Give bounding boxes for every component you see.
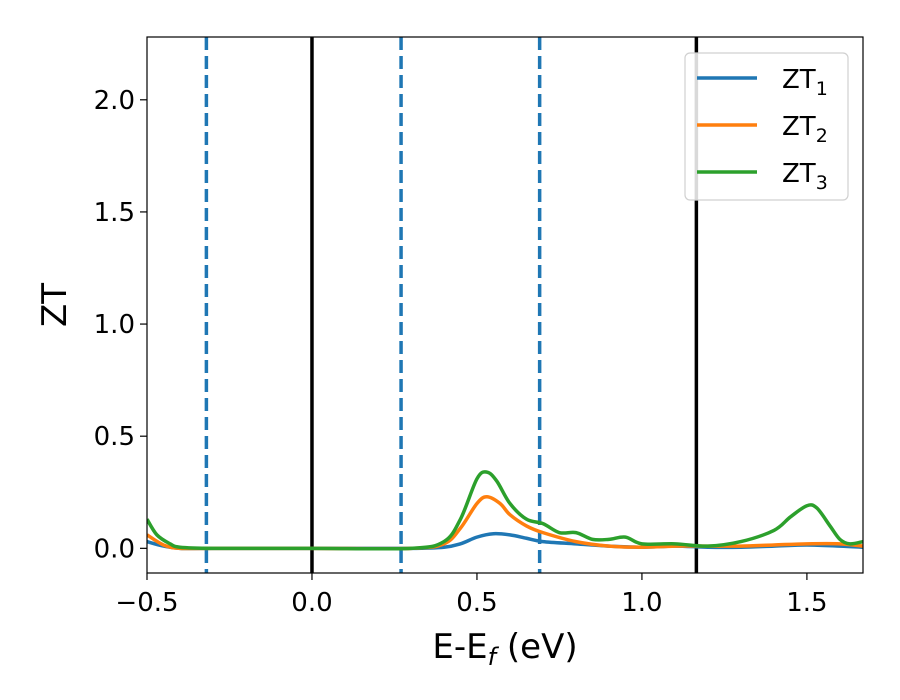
x-axis-ticks: −0.5 0.0 0.5 1.0 1.5 bbox=[115, 573, 828, 618]
x-tick-label: −0.5 bbox=[115, 588, 178, 618]
y-tick-label: 2.0 bbox=[94, 86, 135, 116]
x-tick-label: 1.0 bbox=[621, 588, 662, 618]
legend-box bbox=[684, 52, 849, 201]
legend-label-zt1: ZT1 bbox=[782, 65, 828, 100]
y-axis-ticks: 0.0 0.5 1.0 1.5 2.0 bbox=[94, 86, 147, 564]
y-tick-label: 1.5 bbox=[94, 198, 135, 228]
y-axis-label: ZT bbox=[35, 283, 75, 327]
y-tick-label: 0.5 bbox=[94, 422, 135, 452]
vertical-reference-lines bbox=[204, 37, 699, 573]
series-line-zt3 bbox=[147, 470, 863, 551]
legend-label-zt2: ZT2 bbox=[782, 112, 828, 147]
y-tick-label: 1.0 bbox=[94, 310, 135, 340]
series-line-zt2 bbox=[147, 494, 863, 551]
axes-frame bbox=[146, 36, 864, 574]
y-tick-label: 0.0 bbox=[94, 534, 135, 564]
x-tick-label: 0.5 bbox=[456, 588, 497, 618]
series-lines bbox=[147, 470, 863, 551]
x-axis-label: E-Ef (eV) bbox=[432, 627, 577, 671]
x-tick-label: 1.5 bbox=[786, 588, 827, 618]
legend: ZT1 ZT2 ZT3 bbox=[684, 52, 849, 201]
x-tick-label: 0.0 bbox=[291, 588, 332, 618]
legend-label-zt3: ZT3 bbox=[782, 159, 828, 194]
